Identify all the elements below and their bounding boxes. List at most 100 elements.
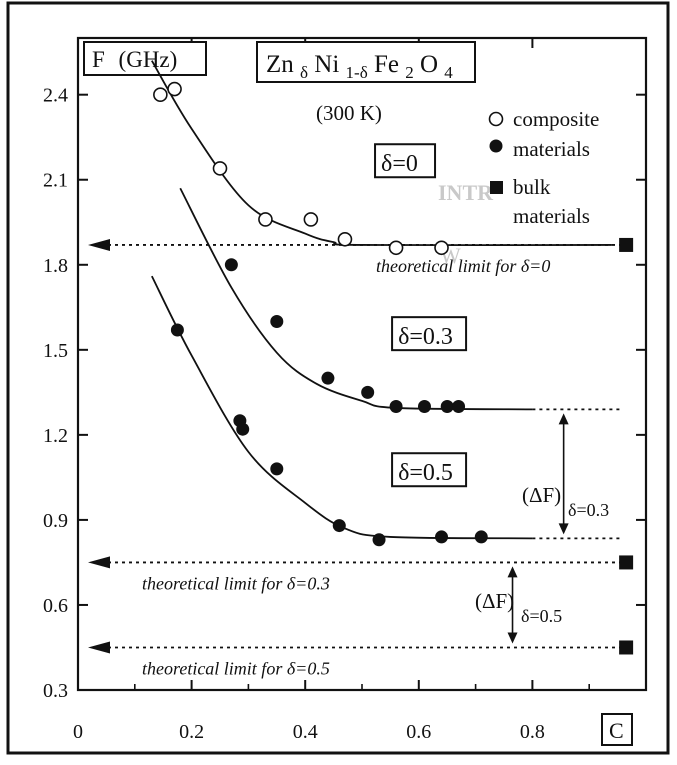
formula-ni: Ni [314,51,339,78]
filled-circle-point [224,258,238,272]
curve-label-text: δ=0.5 [398,460,453,486]
formula-title: Zn δ Ni 1-δ Fe 2 O 4 [256,41,476,84]
curve-labels: δ=0 δ=0.3 δ=0.5 [374,143,468,488]
fit-curve [151,60,612,247]
y-tick-label: 1.5 [43,340,68,362]
y-tick-label: 0.9 [43,510,68,532]
fit-curve [179,187,533,411]
curve-label-box [391,452,468,488]
formula-zn: Zn [266,51,294,78]
open-circle-point [258,212,273,227]
bulk-points [619,237,634,655]
limit-arrow-head [88,556,110,569]
y-axis-label: F [92,47,105,72]
y-tick-label: 1.8 [43,255,68,277]
y-axis-unit: (GHz) [119,47,178,72]
delta-label: (ΔF) [475,589,514,613]
x-tick-label: 0.4 [293,721,318,743]
filled-circle-point [361,385,375,399]
y-axis-title: F (GHz) [83,41,207,76]
background-page-text: INTR W [438,180,494,268]
filled-circle-point [389,400,403,414]
legend-label-bulk: bulk [513,175,551,199]
limit-label: theoretical limit for δ=0 [376,256,550,276]
bulk-square-point [619,237,634,252]
x-axis-title-box [601,713,633,746]
filled-circle-point [236,422,250,436]
filled-circle-point [270,314,284,328]
x-tick-labels: 0 0.2 0.4 0.6 0.8 [73,721,545,743]
legend-filled-circle-marker [489,139,503,153]
x-tick-label: 0.2 [179,721,204,743]
curve-label-box [374,143,437,179]
limit-arrow-head [88,641,110,654]
temperature-label: (300 K) [316,101,382,125]
delta-arrow-head [558,413,569,425]
filled-circle-point [372,533,386,547]
fit-curves [151,60,612,540]
x-tick-label: 0.8 [520,721,545,743]
x-tick-label: 0 [73,721,83,743]
formula-sub-o: 4 [444,63,453,82]
open-circle-point [167,81,182,97]
x-axis-label: C [609,718,624,743]
x-tick-label: 0.6 [406,721,431,743]
delta-label: (ΔF) [522,483,561,507]
formula-fe: Fe [374,51,399,78]
data-points [153,81,488,547]
curve-label-text: δ=0.3 [398,324,453,350]
formula-sub-delta: δ [300,63,308,82]
open-circle-point [303,212,319,227]
filled-circle-point [452,400,466,414]
open-circle-point [434,240,449,256]
fit-curve [151,275,533,540]
open-circle-point [153,87,168,102]
legend: composite materials bulk materials [488,107,599,228]
open-circle-point [212,161,228,176]
legend-filled-square-marker [490,181,503,194]
delta-annotations: (ΔF) δ=0.3 (ΔF) δ=0.5 [475,413,609,644]
y-tick-label: 2.1 [43,170,68,192]
delta-label-subscript: δ=0.3 [568,500,609,520]
open-circle-point [388,240,404,256]
y-tick-label: 0.3 [43,680,68,702]
x-axis-title: C [601,713,633,746]
limit-label: theoretical limit for δ=0.5 [142,658,330,678]
legend-label-bulk-materials: materials [513,204,590,228]
filled-circle-point [474,530,488,544]
filled-circle-point [321,371,335,385]
svg-text:F (GHz): F (GHz) [92,47,177,72]
legend-label-materials: materials [513,137,590,161]
filled-circle-point [417,400,431,414]
formula-box [256,41,476,83]
filled-circle-point [440,400,454,414]
formula-o: O [420,51,438,78]
delta-arrow-head [507,566,518,578]
y-tick-labels: 0.3 0.6 0.9 1.2 1.5 1.8 2.1 2.4 [43,85,68,702]
filled-circle-point [170,323,184,337]
y-tick-label: 0.6 [43,595,68,617]
legend-open-circle-marker [488,111,504,127]
filled-circle-point [435,530,449,544]
reference-lines [532,408,624,540]
delta-label-subscript: δ=0.5 [521,606,562,626]
theoretical-limit-lines: theoretical limit for δ=0 theoretical lim… [88,238,621,678]
legend-label-composite: composite [513,107,599,131]
curve-label-text: δ=0 [381,151,418,177]
y-tick-label: 1.2 [43,425,68,447]
axis-ticks [77,38,646,691]
bulk-square-point [619,640,634,655]
filled-circle-point [270,462,284,476]
svg-text:Zn δ Ni 1-δ: Zn δ Ni 1-δ Fe 2 O 4 [266,51,453,84]
delta-arrow-head [507,632,518,644]
figure-frame [6,1,670,755]
filled-circle-point [332,519,346,533]
open-circle-point [337,231,353,247]
limit-arrow-head [88,238,110,251]
formula-sub-ni: 1-δ [346,63,368,82]
delta-arrow-head [558,523,569,535]
y-axis-title-box [83,41,207,76]
formula-sub-fe: 2 [405,63,414,82]
